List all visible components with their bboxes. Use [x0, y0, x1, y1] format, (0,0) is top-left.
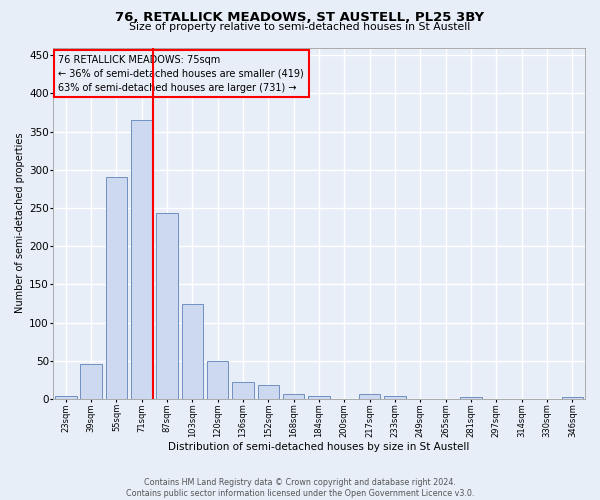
Bar: [106, 178, 127, 399]
Bar: [384, 396, 406, 399]
Text: 76 RETALLICK MEADOWS: 75sqm
← 36% of semi-detached houses are smaller (419)
63% : 76 RETALLICK MEADOWS: 75sqm ← 36% of sem…: [58, 54, 304, 92]
Bar: [283, 394, 304, 399]
X-axis label: Distribution of semi-detached houses by size in St Austell: Distribution of semi-detached houses by …: [169, 442, 470, 452]
Bar: [182, 304, 203, 399]
Y-axis label: Number of semi-detached properties: Number of semi-detached properties: [15, 133, 25, 314]
Text: 76, RETALLICK MEADOWS, ST AUSTELL, PL25 3BY: 76, RETALLICK MEADOWS, ST AUSTELL, PL25 …: [115, 11, 485, 24]
Text: Size of property relative to semi-detached houses in St Austell: Size of property relative to semi-detach…: [130, 22, 470, 32]
Bar: [80, 364, 102, 399]
Text: Contains HM Land Registry data © Crown copyright and database right 2024.
Contai: Contains HM Land Registry data © Crown c…: [126, 478, 474, 498]
Bar: [131, 120, 152, 399]
Bar: [460, 398, 482, 399]
Bar: [308, 396, 330, 399]
Bar: [232, 382, 254, 399]
Bar: [207, 362, 229, 399]
Bar: [55, 396, 77, 399]
Bar: [359, 394, 380, 399]
Bar: [257, 385, 279, 399]
Bar: [562, 398, 583, 399]
Bar: [157, 212, 178, 399]
